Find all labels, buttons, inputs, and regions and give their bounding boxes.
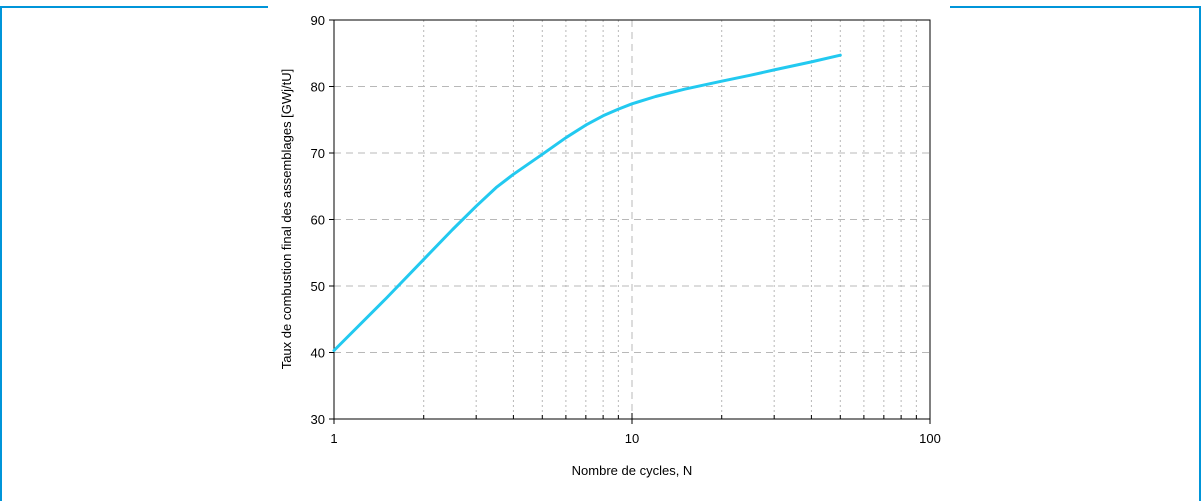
y-tick-label: 70 xyxy=(311,146,325,161)
y-axis-label: Taux de combustion final des assemblages… xyxy=(279,69,294,370)
y-tick-label: 80 xyxy=(311,80,325,95)
x-tick-label: 100 xyxy=(919,431,941,446)
y-tick-label: 30 xyxy=(311,412,325,427)
labels-layer: Nombre de cycles, N Taux de combustion f… xyxy=(279,69,692,478)
frame-border-left xyxy=(0,6,2,501)
y-tick-label: 60 xyxy=(311,213,325,228)
y-tick-label: 50 xyxy=(311,279,325,294)
frame-border-right xyxy=(1199,6,1201,501)
frame-border-top-right xyxy=(950,6,1201,8)
series-line xyxy=(332,53,842,352)
y-tick-label: 90 xyxy=(311,13,325,28)
x-tick-label: 10 xyxy=(625,431,639,446)
grid-layer xyxy=(334,20,930,419)
x-tick-label: 1 xyxy=(330,431,337,446)
x-axis-label: Nombre de cycles, N xyxy=(572,463,693,478)
frame-border-top-left xyxy=(0,6,268,8)
y-tick-label: 40 xyxy=(311,346,325,361)
axes-layer: 30 40 50 60 70 80 90 1 10 100 xyxy=(311,13,941,446)
series-layer xyxy=(332,53,842,352)
